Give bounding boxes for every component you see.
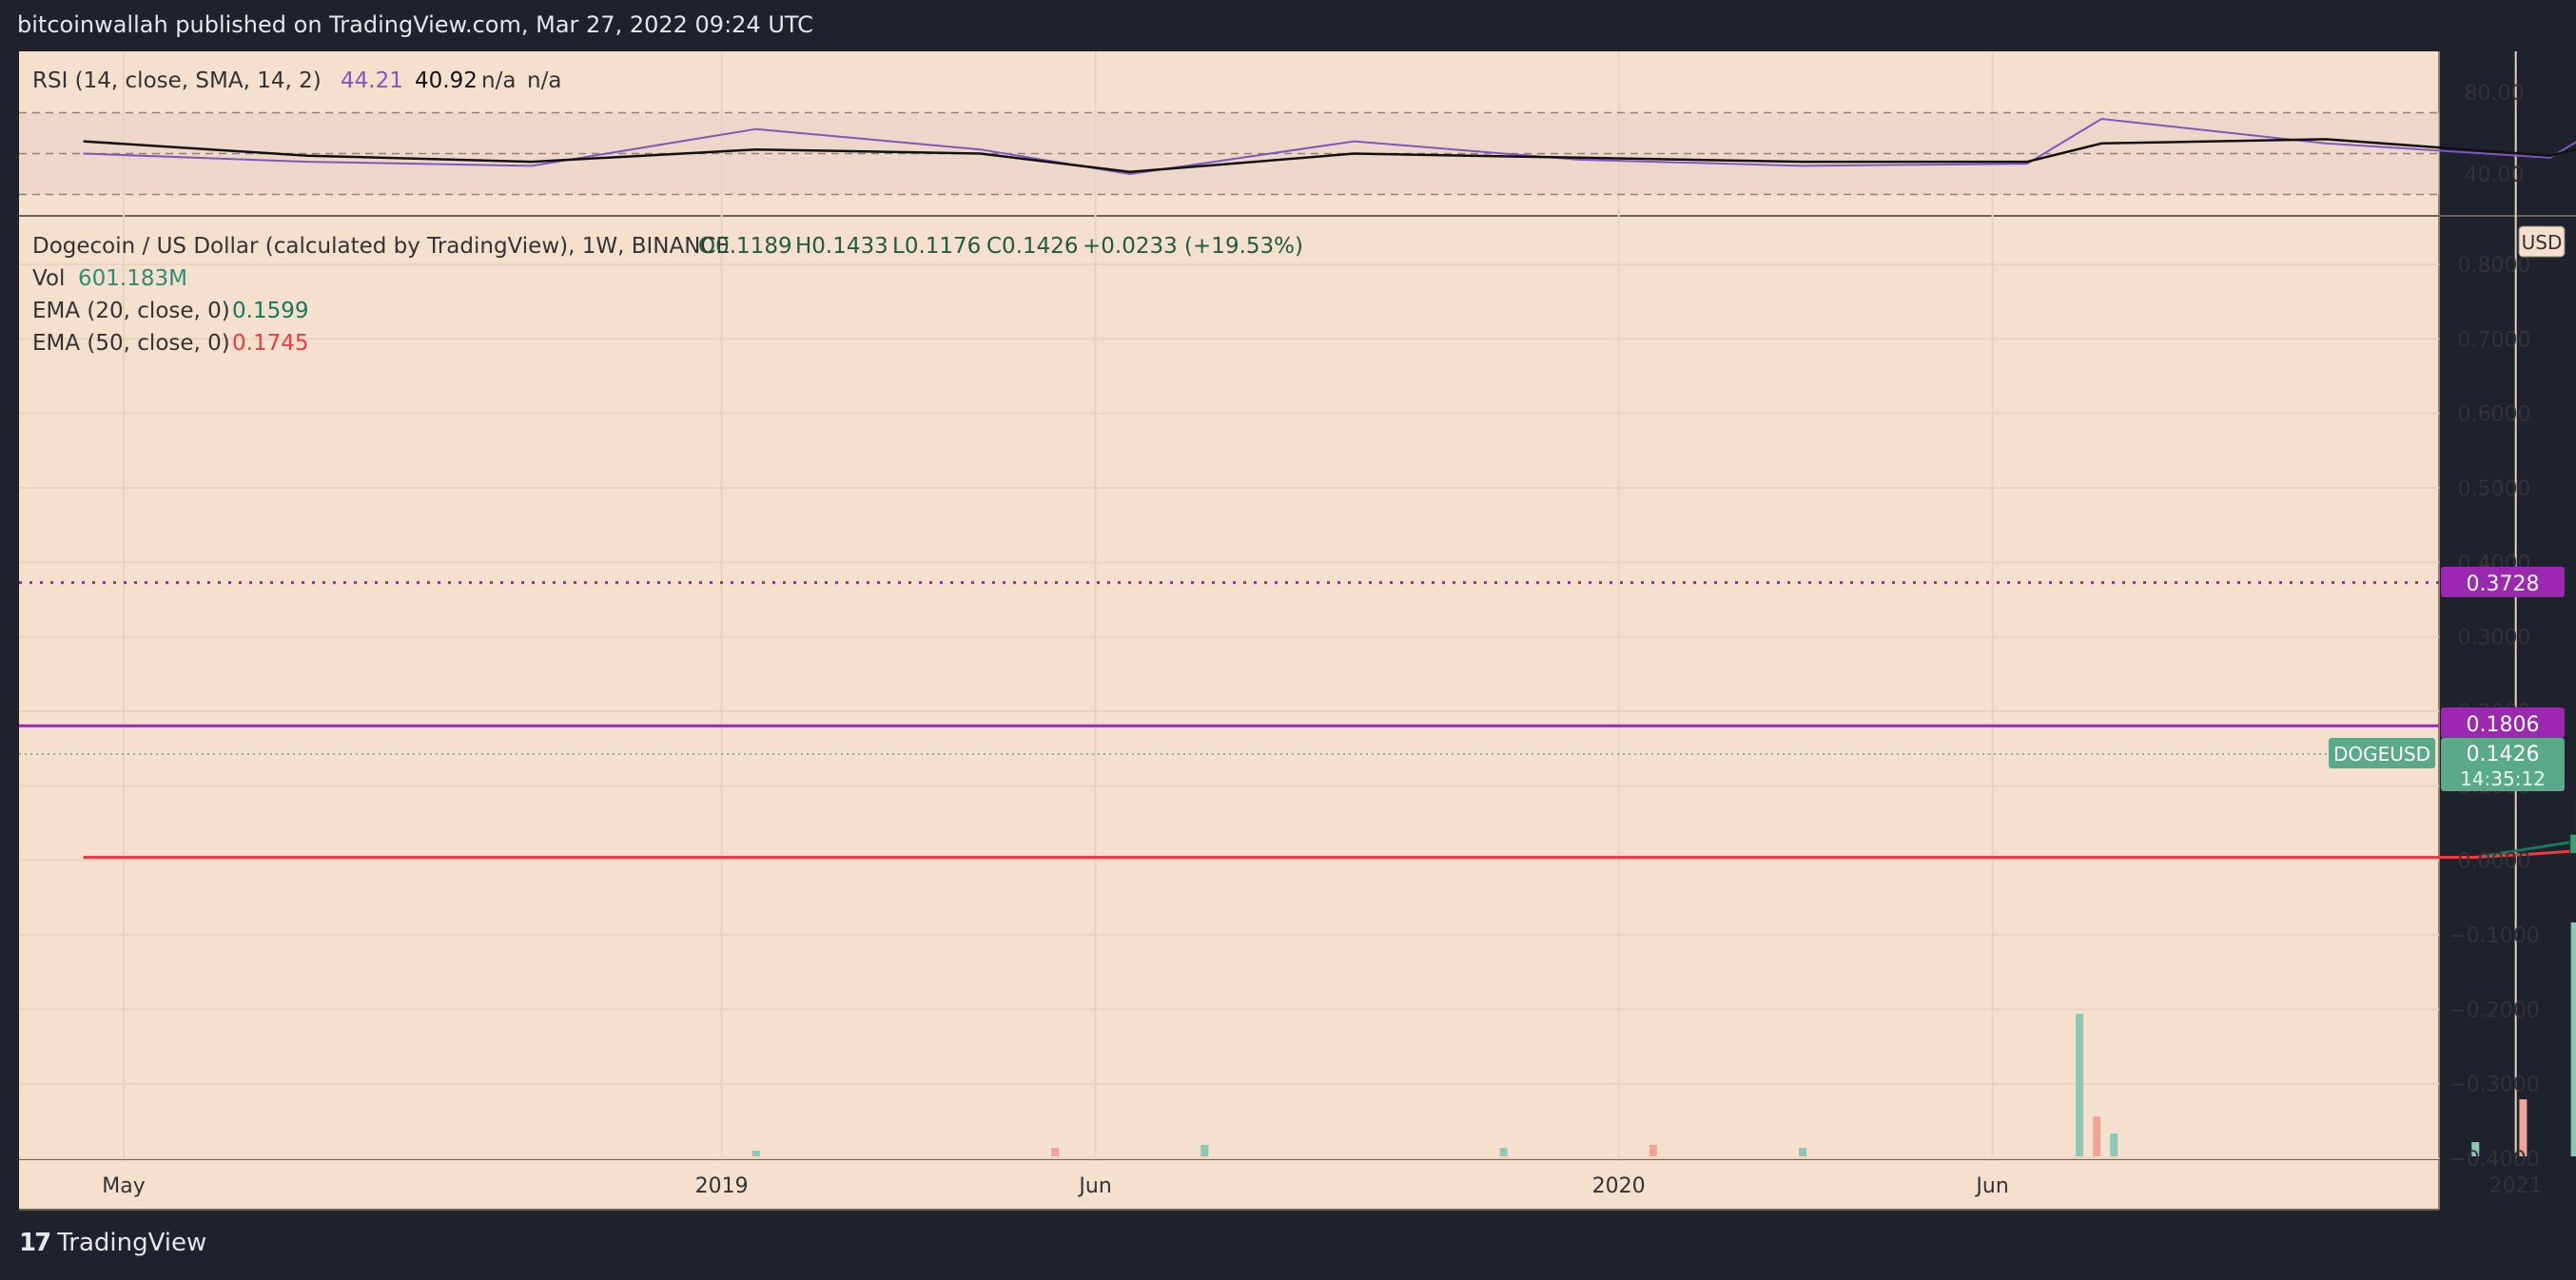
candle-body [2569, 833, 2576, 855]
ema20-legend-value: 0.1599 [232, 299, 308, 323]
time-tick-label: 2019 [695, 1174, 749, 1198]
tradingview-logo-icon: 17 [19, 1229, 51, 1257]
rsi-sma-line [83, 138, 2576, 174]
target-level-tag [2441, 567, 2565, 597]
rsi-legend-sma-value: 40.92 [415, 68, 478, 93]
ema50-legend-label: EMA (50, close, 0) [32, 331, 230, 356]
volume-bar [1799, 1148, 1807, 1156]
currency-label: USD [2522, 231, 2563, 254]
price-tick-label: 0.8000 [2458, 254, 2531, 278]
volume-bar [2519, 1099, 2527, 1156]
rsi-legend-na-1: n/a [481, 68, 516, 93]
vol-legend-value: 601.183M [78, 266, 187, 291]
symbol-title[interactable]: Dogecoin / US Dollar (calculated by Trad… [32, 234, 730, 259]
rsi-tick-label: 40.00 [2465, 164, 2525, 187]
bar-countdown: 14:35:12 [2460, 767, 2546, 790]
symbol-tag [2329, 738, 2435, 768]
rsi-legend-title: RSI (14, close, SMA, 14, 2) [32, 68, 322, 93]
price-tick-label: 0.7000 [2458, 328, 2531, 352]
last-price-tag [2441, 738, 2565, 791]
rsi-legend-na-2: n/a [527, 68, 561, 93]
ema20-legend-label: EMA (20, close, 0) [32, 299, 230, 323]
time-tick-label: 2020 [1592, 1174, 1646, 1198]
target-level-value: 0.3728 [2467, 572, 2540, 596]
publisher-header: bitcoinwallah published on TradingView.c… [17, 11, 813, 38]
price-tick-label: −0.2000 [2449, 999, 2539, 1022]
ohlc-close: C0.1426 [986, 234, 1079, 259]
support-level-value: 0.1806 [2467, 713, 2540, 737]
drawing-overlay[interactable] [19, 570, 2576, 810]
volume-bar [1499, 1148, 1508, 1156]
price-tick-label: 0.3000 [2458, 627, 2531, 650]
volume-bar [2570, 922, 2576, 1156]
candle-layer[interactable] [2569, 309, 2576, 855]
last-price-value: 0.1426 [2467, 743, 2540, 766]
currency-badge[interactable] [2518, 225, 2566, 258]
rsi-line [83, 117, 2576, 176]
price-tick-label: −0.4000 [2449, 1148, 2539, 1172]
volume-bar [1051, 1148, 1060, 1156]
footer-brand[interactable]: 17 TradingView [19, 1229, 206, 1257]
rsi-tick-label: 80.00 [2465, 82, 2525, 106]
volume-bar [1649, 1145, 1657, 1156]
volume-bar [2110, 1134, 2118, 1156]
price-tick-label: 0.6000 [2458, 403, 2531, 427]
grid-lines [19, 51, 2517, 1159]
time-tick-label: Jun [1077, 1174, 1111, 1198]
vol-legend-label: Vol [32, 266, 65, 291]
ohlc-change: +0.0233 (+19.53%) [1083, 234, 1303, 259]
price-tick-label: 0.5000 [2458, 477, 2531, 501]
time-axis-bg [19, 1160, 2439, 1210]
footer-brand-label: TradingView [57, 1229, 207, 1257]
price-tick-label: −0.3000 [2449, 1074, 2539, 1097]
volume-bar [2076, 1014, 2084, 1156]
ohlc-high: H0.1433 [795, 234, 888, 259]
ohlc-open: O0.1189 [698, 234, 792, 259]
time-tick-label: Jun [1974, 1174, 2008, 1198]
rsi-layer [83, 117, 2576, 176]
price-tick-label: −0.1000 [2449, 924, 2539, 948]
volume-bar [2471, 1142, 2480, 1156]
symbol-tag-label: DOGEUSD [2333, 743, 2430, 766]
volume-bar [751, 1151, 760, 1156]
ema50-legend-value: 0.1745 [232, 331, 308, 356]
volume-bar [2093, 1116, 2101, 1156]
ohlc-low: L0.1176 [892, 234, 981, 259]
support-level-tag [2441, 708, 2565, 738]
price-panel-bg [19, 217, 2439, 1158]
price-tick-label: 0.0000 [2458, 850, 2531, 874]
time-tick-label: 2021 [2489, 1174, 2543, 1198]
rsi-legend-rsi-value: 44.21 [341, 68, 403, 93]
volume-bar [1200, 1145, 1209, 1156]
volume-layer [751, 922, 2576, 1156]
time-tick-label: May [102, 1174, 145, 1198]
